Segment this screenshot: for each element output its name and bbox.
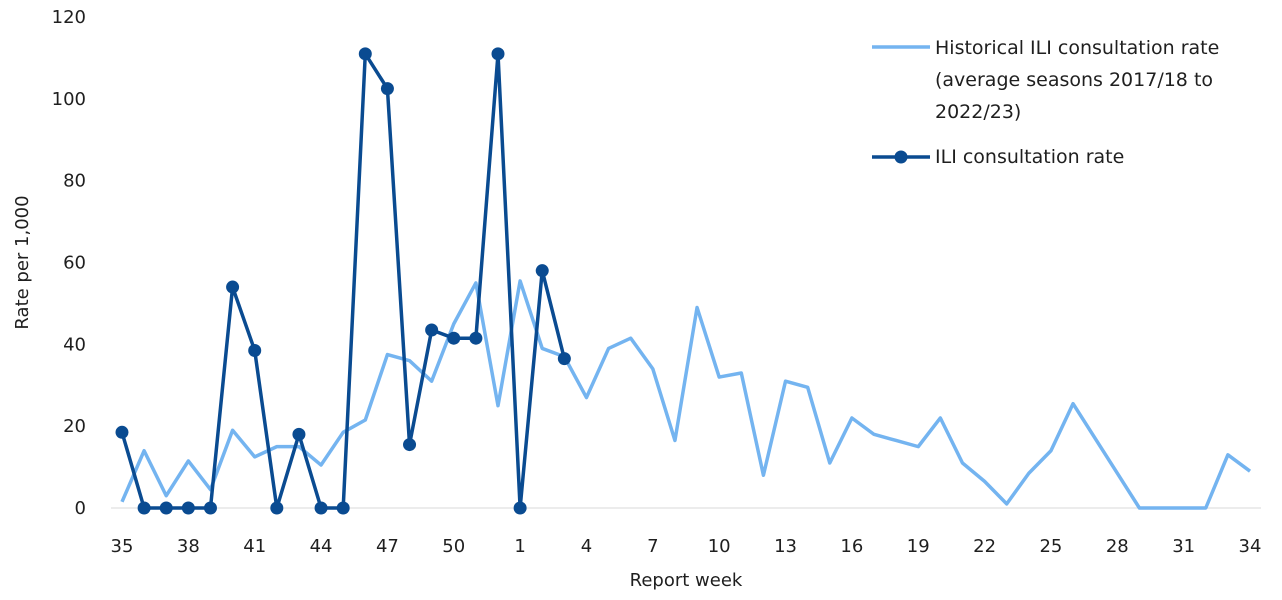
x-tick-label: 38 xyxy=(177,536,200,557)
legend-label-ili: ILI consultation rate xyxy=(935,146,1124,168)
x-tick-label: 1 xyxy=(514,536,525,557)
x-axis-ticks: 35 38 41 44 47 50 1 4 7 10 13 16 19 22 25 28 31 34 xyxy=(111,536,1262,557)
y-axis-ticks: 0 20 40 60 80 100 120 xyxy=(52,7,86,519)
x-tick-label: 50 xyxy=(442,536,465,557)
ili-point xyxy=(358,47,372,61)
ili-point xyxy=(270,501,284,515)
ili-point xyxy=(557,352,571,366)
y-tick-label: 80 xyxy=(63,171,86,192)
x-tick-label: 28 xyxy=(1106,536,1129,557)
x-axis-title: Report week xyxy=(630,570,743,591)
y-tick-label: 60 xyxy=(63,253,86,274)
ili-point xyxy=(159,501,173,515)
x-tick-label: 7 xyxy=(647,536,658,557)
legend-item-current: ILI consultation rate xyxy=(872,146,1124,168)
x-tick-label: 31 xyxy=(1172,536,1195,557)
ili-point xyxy=(380,82,394,96)
x-tick-label: 25 xyxy=(1039,536,1062,557)
ili-point xyxy=(447,331,461,345)
x-tick-label: 22 xyxy=(973,536,996,557)
y-tick-label: 0 xyxy=(75,498,86,519)
ili-point xyxy=(513,501,527,515)
ili-point xyxy=(425,323,439,337)
x-tick-label: 41 xyxy=(243,536,266,557)
legend-marker-ili xyxy=(894,150,908,164)
legend-item-historical: Historical ILI consultation rate (averag… xyxy=(872,37,1219,123)
ili-point xyxy=(535,264,549,278)
y-tick-label: 100 xyxy=(52,89,86,110)
x-tick-label: 47 xyxy=(376,536,399,557)
ili-point xyxy=(203,501,217,515)
y-tick-label: 20 xyxy=(63,416,86,437)
x-tick-label: 13 xyxy=(774,536,797,557)
legend: Historical ILI consultation rate (averag… xyxy=(872,37,1219,168)
ili-point xyxy=(248,343,262,357)
x-tick-label: 44 xyxy=(310,536,333,557)
series-ili-line xyxy=(120,52,567,510)
ili-point xyxy=(491,47,505,61)
y-tick-label: 40 xyxy=(63,334,86,355)
x-tick-label: 34 xyxy=(1239,536,1262,557)
ili-point xyxy=(403,438,417,452)
ili-point xyxy=(336,501,350,515)
y-axis-title: Rate per 1,000 xyxy=(12,195,33,329)
ili-point xyxy=(137,501,151,515)
series-historical-line xyxy=(120,279,1252,510)
x-tick-label: 16 xyxy=(840,536,863,557)
x-tick-label: 10 xyxy=(708,536,731,557)
ili-point xyxy=(115,425,129,439)
ili-point xyxy=(314,501,328,515)
legend-label-historical-line-2: (average seasons 2017/18 to xyxy=(935,69,1213,91)
x-tick-label: 4 xyxy=(581,536,592,557)
legend-label-historical-line-1: Historical ILI consultation rate xyxy=(935,37,1219,59)
ili-point xyxy=(226,280,240,294)
series-layer xyxy=(115,47,1252,515)
ili-point xyxy=(469,331,483,345)
x-tick-label: 35 xyxy=(111,536,134,557)
legend-label-historical-line-3: 2022/23) xyxy=(935,101,1021,123)
y-tick-label: 120 xyxy=(52,7,86,28)
ili-point xyxy=(181,501,195,515)
x-tick-label: 19 xyxy=(907,536,930,557)
ili-point xyxy=(292,427,306,441)
